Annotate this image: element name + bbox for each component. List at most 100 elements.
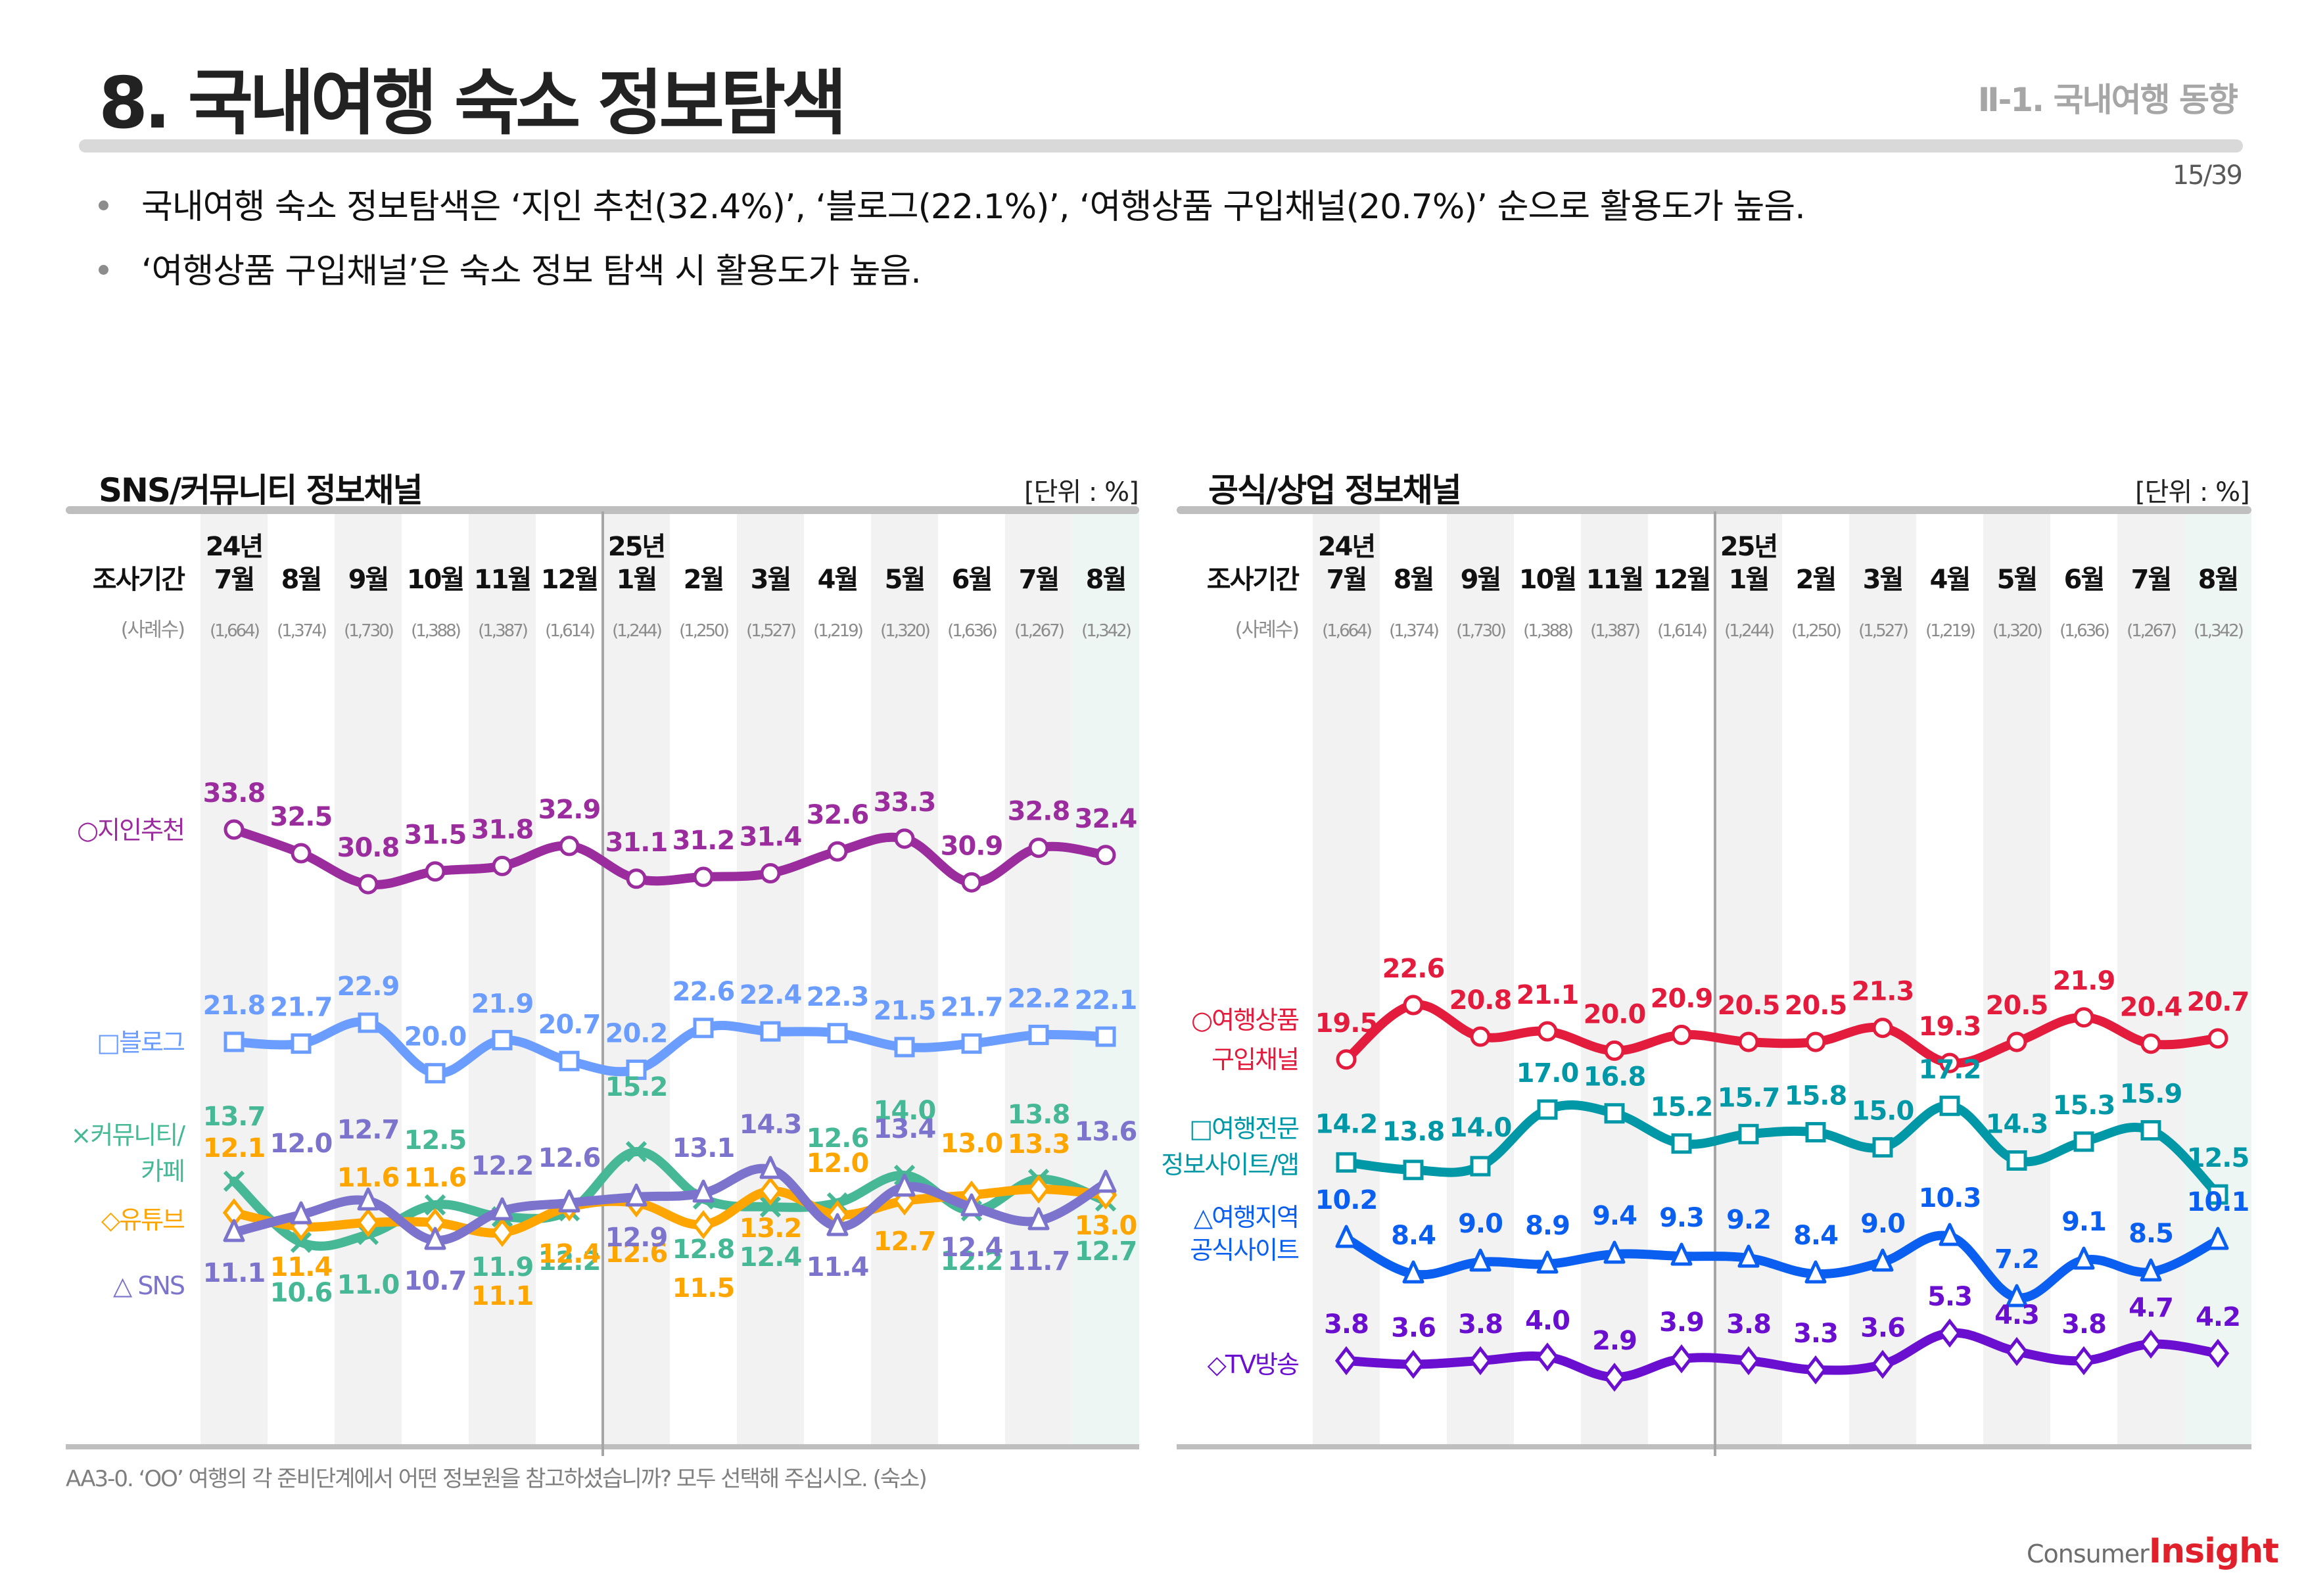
data-label: 11.4: [807, 1252, 869, 1282]
data-point-marker: [424, 1227, 446, 1250]
x-tick-label: 3월: [751, 565, 791, 595]
sample-size-label: (1,342): [1081, 621, 1131, 641]
data-point-marker: [1737, 1346, 1760, 1376]
x-tick-label: 10월: [407, 565, 463, 595]
x-tick-label: 4월: [1930, 565, 1970, 595]
data-point-marker: [491, 1197, 513, 1221]
legend-label: ×커뮤니티/: [71, 1121, 186, 1150]
period-label: 조사기간: [1207, 565, 1300, 595]
data-label: 15.2: [1651, 1092, 1713, 1123]
data-label: 13.0: [1075, 1211, 1137, 1241]
data-label: 11.5: [672, 1273, 735, 1303]
data-point-marker: [692, 1179, 715, 1203]
data-label: 12.1: [203, 1133, 266, 1163]
data-label: 13.8: [1382, 1117, 1445, 1147]
data-point-marker: [1094, 1169, 1117, 1193]
data-point-marker: [424, 1194, 446, 1216]
sample-size-label: (1,636): [947, 621, 997, 641]
data-point-marker: [2140, 1120, 2161, 1141]
data-label: 15.7: [1718, 1083, 1780, 1113]
data-label: 32.9: [538, 795, 601, 825]
data-point-marker: [1872, 1137, 1893, 1158]
data-label: 15.0: [1852, 1096, 1914, 1126]
data-label: 3.8: [1458, 1309, 1503, 1340]
data-label: 12.0: [807, 1148, 869, 1179]
data-point-marker: [2140, 1033, 2161, 1054]
data-point-marker: [1537, 1099, 1558, 1120]
data-point-marker: [692, 1209, 715, 1240]
x-tick-label: 2월: [1796, 565, 1836, 595]
data-point-marker: [960, 1193, 983, 1217]
data-point-marker: [559, 1050, 580, 1071]
x-tick-label: 7월: [214, 565, 254, 595]
data-point-marker: [1604, 1040, 1625, 1061]
sample-size-label: (1,664): [210, 621, 259, 641]
column-band: [871, 513, 938, 1444]
data-label: 14.3: [1986, 1109, 2048, 1139]
data-point-marker: [558, 1189, 580, 1213]
data-point-marker: [894, 828, 915, 849]
data-label: 20.0: [404, 1022, 467, 1052]
data-label: 3.8: [1726, 1309, 1771, 1340]
data-point-marker: [559, 835, 580, 857]
data-label: 5.3: [1927, 1282, 1972, 1312]
data-label: 11.9: [471, 1252, 534, 1282]
x-tick-label: 2월: [684, 565, 724, 595]
data-point-marker: [1805, 1031, 1826, 1052]
data-label: 9.0: [1458, 1209, 1503, 1239]
data-point-marker: [1670, 1344, 1693, 1374]
page-title: 8. 국내여행 숙소 정보탐색: [99, 62, 847, 145]
year-label: 24년: [1318, 532, 1375, 562]
x-tick-label: 6월: [952, 565, 992, 595]
data-point-marker: [1403, 995, 1424, 1016]
data-point-marker: [492, 1029, 513, 1050]
column-band: [1648, 513, 1715, 1444]
footnote: AA3-0. ‘OO’ 여행의 각 준비단계에서 어떤 정보원을 참고하셨습니까…: [66, 1466, 928, 1492]
data-point-marker: [827, 841, 848, 862]
sample-size-label: (1,244): [612, 621, 661, 641]
data-point-marker: [1403, 1160, 1424, 1181]
data-point-marker: [826, 1213, 849, 1236]
data-label: 20.5: [1986, 991, 2048, 1021]
data-label: 12.2: [538, 1246, 601, 1277]
data-point-marker: [961, 872, 982, 893]
sample-label: (사례수): [1235, 619, 1299, 642]
data-point-marker: [626, 1059, 647, 1080]
data-point-marker: [2005, 1336, 2029, 1367]
data-point-marker: [291, 843, 312, 864]
data-label: 8.4: [1793, 1221, 1838, 1251]
column-band: [536, 513, 603, 1444]
data-point-marker: [1738, 1123, 1759, 1144]
data-label: 21.8: [203, 991, 266, 1021]
x-tick-label: 11월: [1586, 565, 1643, 595]
data-label: 9.2: [1726, 1205, 1771, 1235]
data-label: 20.4: [2120, 993, 2182, 1023]
data-point-marker: [2073, 1007, 2094, 1028]
legend-label: △여행지역: [1194, 1203, 1298, 1232]
data-label: 12.6: [807, 1123, 869, 1154]
header-rule: [1177, 506, 2251, 514]
sample-size-label: (1,387): [1590, 621, 1639, 641]
x-tick-label: 9월: [348, 565, 388, 595]
data-label: 22.4: [740, 980, 802, 1010]
x-tick-label: 8월: [1086, 565, 1126, 595]
data-label: 31.2: [672, 826, 735, 856]
data-label: 13.7: [203, 1102, 266, 1132]
data-label: 12.4: [941, 1232, 1003, 1263]
logo-consumer: Consumer: [2026, 1539, 2150, 1568]
data-label: 13.1: [672, 1133, 735, 1163]
data-label: 13.4: [874, 1114, 936, 1144]
data-point-marker: [1027, 1174, 1050, 1204]
data-label: 14.3: [740, 1110, 802, 1140]
x-tick-label: 8월: [1394, 565, 1434, 595]
column-band: [1715, 513, 1782, 1444]
data-label: 3.3: [1793, 1319, 1838, 1349]
data-label: 22.6: [1382, 954, 1445, 984]
data-label: 10.1: [2187, 1187, 2249, 1217]
data-point-marker: [290, 1231, 312, 1254]
consumer-insight-logo: ConsumerInsight: [2026, 1532, 2279, 1571]
data-label: 32.4: [1075, 804, 1137, 834]
data-point-marker: [2006, 1031, 2027, 1052]
data-point-marker: [760, 1021, 781, 1042]
